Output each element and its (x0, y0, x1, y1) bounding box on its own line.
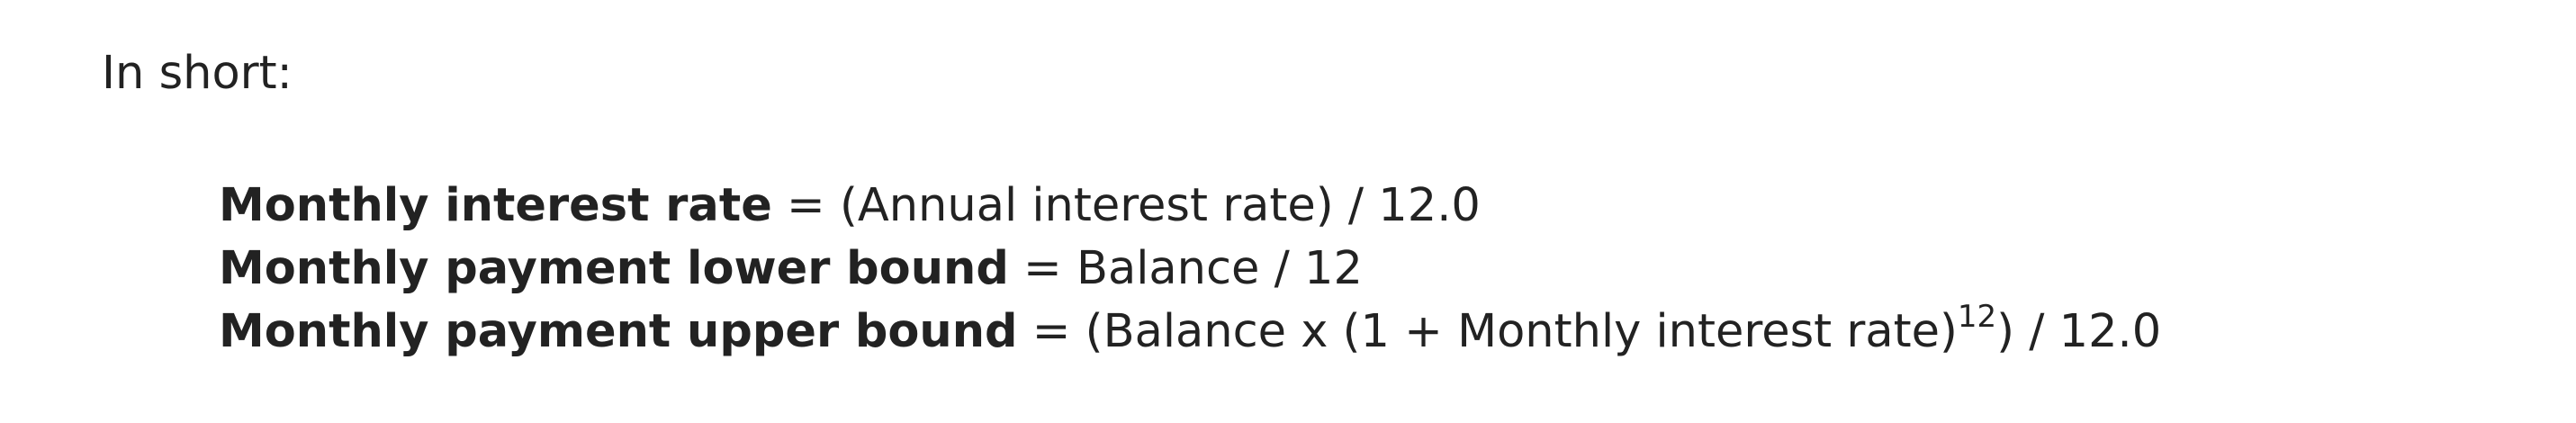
formula-expression: = Balance / 12 (1008, 242, 1363, 295)
intro-text: In short: (102, 47, 293, 100)
formula-monthly-interest-rate: Monthly interest rate = (Annual interest… (219, 175, 2161, 238)
formula-term: Monthly payment upper bound (219, 305, 1018, 358)
formula-expression: = (Balance x (1 + Monthly interest rate) (1017, 305, 1958, 358)
formula-lower-bound: Monthly payment lower bound = Balance / … (219, 238, 2161, 301)
formula-upper-bound: Monthly payment upper bound = (Balance x… (219, 301, 2161, 364)
formula-expression: = (Annual interest rate) / 12.0 (771, 179, 1481, 232)
formula-expression-tail: ) / 12.0 (1996, 305, 2162, 358)
formula-term: Monthly interest rate (219, 179, 772, 232)
formula-term: Monthly payment lower bound (219, 242, 1009, 295)
formula-list: Monthly interest rate = (Annual interest… (219, 175, 2161, 364)
exponent: 12 (1957, 299, 1997, 335)
